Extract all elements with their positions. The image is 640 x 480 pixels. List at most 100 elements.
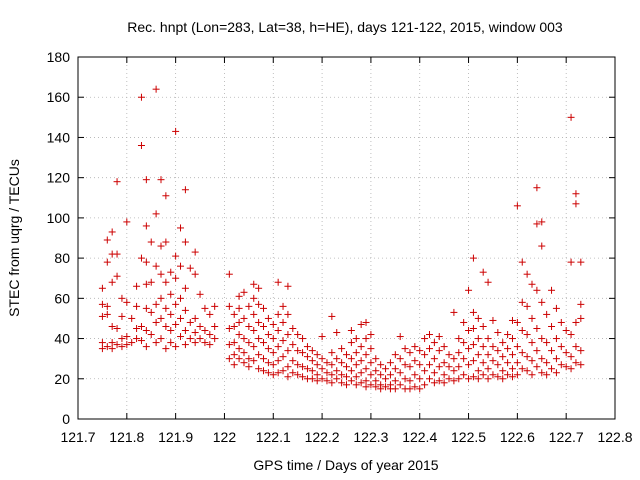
data-point bbox=[167, 339, 175, 347]
data-point bbox=[343, 363, 350, 371]
data-point bbox=[230, 339, 238, 347]
data-point bbox=[479, 371, 487, 379]
data-point bbox=[118, 335, 126, 343]
data-point bbox=[245, 355, 253, 363]
data-point bbox=[181, 341, 189, 349]
data-point bbox=[552, 304, 560, 312]
data-point bbox=[367, 359, 375, 367]
data-point bbox=[484, 375, 492, 383]
data-point bbox=[567, 331, 575, 339]
data-point bbox=[450, 367, 458, 375]
data-point bbox=[294, 361, 302, 369]
data-point bbox=[518, 258, 526, 266]
x-tick-label: 121.7 bbox=[60, 429, 95, 445]
data-point bbox=[279, 318, 287, 326]
data-point bbox=[269, 361, 277, 369]
data-point bbox=[562, 349, 570, 357]
x-tick-label: 122.5 bbox=[451, 429, 486, 445]
data-point bbox=[157, 270, 165, 278]
data-point bbox=[465, 327, 473, 335]
data-point bbox=[416, 385, 424, 393]
data-point bbox=[372, 383, 380, 391]
data-point bbox=[113, 272, 121, 280]
data-point bbox=[343, 381, 350, 389]
data-point bbox=[191, 248, 199, 256]
data-point bbox=[455, 349, 463, 357]
data-point bbox=[367, 345, 375, 353]
data-point bbox=[406, 385, 414, 393]
data-point bbox=[528, 339, 536, 347]
data-point bbox=[455, 375, 463, 383]
data-point bbox=[494, 373, 502, 381]
data-point bbox=[308, 375, 316, 383]
data-point bbox=[250, 310, 258, 318]
data-point bbox=[186, 335, 194, 343]
data-point bbox=[274, 369, 282, 377]
data-point bbox=[367, 331, 375, 339]
data-point bbox=[274, 310, 282, 318]
data-point bbox=[518, 365, 526, 373]
data-point bbox=[386, 371, 394, 379]
data-point bbox=[313, 361, 321, 369]
data-point bbox=[333, 367, 341, 375]
data-point bbox=[377, 385, 385, 393]
data-point bbox=[416, 347, 424, 355]
data-point bbox=[372, 355, 380, 363]
data-point bbox=[147, 308, 155, 316]
x-tick-label: 122.7 bbox=[549, 429, 584, 445]
y-tick-label: 40 bbox=[54, 331, 70, 347]
data-point bbox=[557, 343, 565, 351]
data-point bbox=[548, 286, 556, 294]
data-point bbox=[357, 357, 365, 365]
data-point bbox=[440, 371, 448, 379]
data-point bbox=[172, 252, 180, 260]
data-point bbox=[504, 331, 512, 339]
data-point bbox=[508, 365, 516, 373]
data-point bbox=[211, 322, 219, 330]
data-point bbox=[416, 375, 424, 383]
axis-ticks: 121.7 121.8 121.9 122 122.1 122.2 122.3 122.4 12… bbox=[47, 49, 633, 445]
data-point bbox=[543, 359, 551, 367]
data-point bbox=[572, 318, 580, 326]
y-tick-label: 120 bbox=[47, 170, 71, 186]
data-point bbox=[225, 270, 233, 278]
data-point bbox=[152, 85, 160, 93]
data-point bbox=[450, 355, 458, 363]
data-point bbox=[577, 361, 585, 369]
data-point bbox=[225, 325, 233, 332]
data-point bbox=[123, 333, 131, 341]
data-point bbox=[362, 365, 370, 373]
data-point bbox=[181, 284, 189, 292]
data-point bbox=[167, 310, 175, 318]
data-point bbox=[123, 341, 131, 349]
data-point bbox=[289, 357, 297, 365]
data-point bbox=[206, 331, 214, 339]
data-point bbox=[299, 363, 307, 371]
data-point bbox=[513, 371, 521, 379]
x-tick-label: 122.4 bbox=[402, 429, 437, 445]
data-point bbox=[577, 347, 585, 355]
data-point bbox=[372, 377, 380, 385]
data-point bbox=[162, 322, 170, 330]
data-point bbox=[508, 373, 516, 381]
data-point bbox=[118, 343, 126, 351]
data-point bbox=[191, 270, 199, 278]
data-point bbox=[147, 278, 155, 286]
data-point bbox=[250, 294, 258, 302]
data-point bbox=[294, 371, 302, 379]
data-point bbox=[469, 254, 477, 262]
plot-frame bbox=[77, 56, 616, 420]
data-point bbox=[147, 238, 155, 246]
data-point bbox=[240, 288, 248, 296]
data-point bbox=[474, 351, 482, 359]
data-point bbox=[562, 327, 570, 335]
data-point bbox=[269, 349, 277, 357]
data-point bbox=[289, 325, 297, 332]
data-point bbox=[391, 365, 399, 373]
data-point bbox=[469, 308, 477, 316]
data-point bbox=[557, 318, 565, 326]
data-point bbox=[318, 375, 326, 383]
data-point bbox=[396, 369, 404, 377]
data-point bbox=[528, 280, 536, 288]
